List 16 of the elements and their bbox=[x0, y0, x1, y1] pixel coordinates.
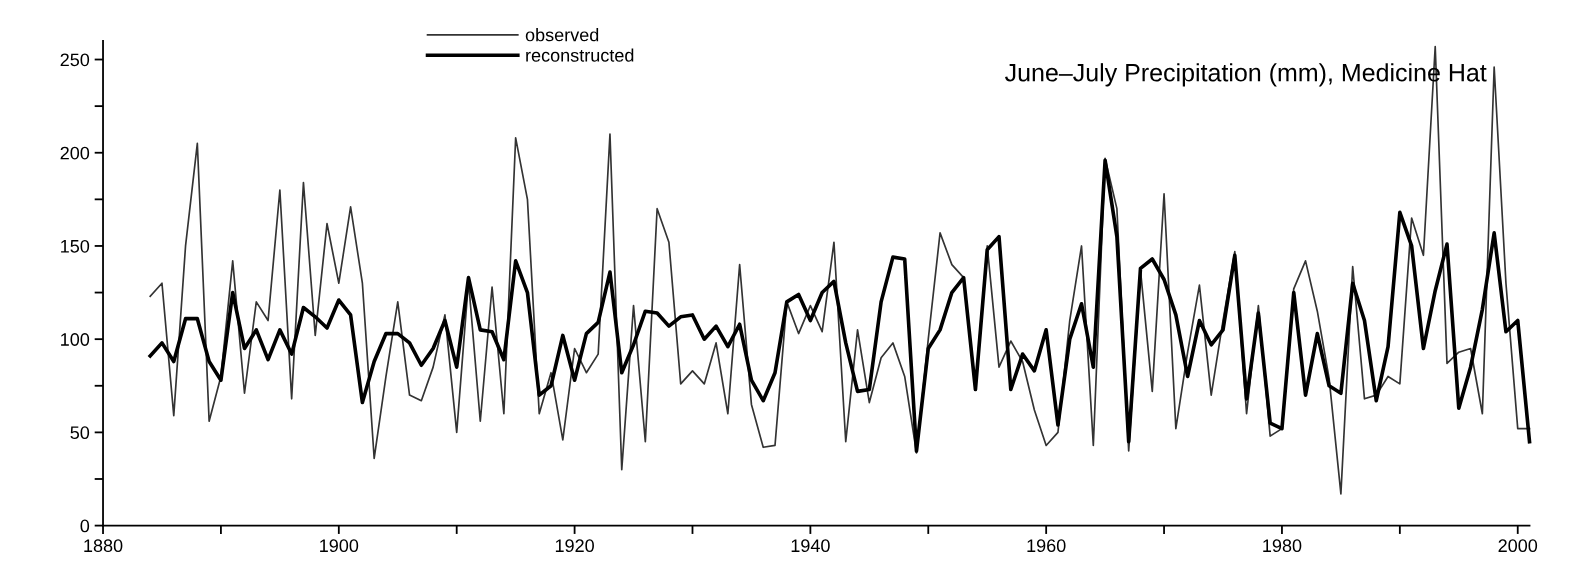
x-tick-label: 1980 bbox=[1263, 539, 1302, 553]
y-tick-label: 0 bbox=[80, 519, 90, 533]
y-tick-label: 100 bbox=[61, 333, 90, 346]
line-series bbox=[148, 158, 1532, 453]
legend-label: reconstructed bbox=[526, 48, 634, 62]
y-tick-label: 200 bbox=[60, 146, 90, 160]
x-tick-label: 2000 bbox=[1498, 539, 1538, 553]
legend-label: observed bbox=[525, 28, 599, 42]
x-tick-label: 1880 bbox=[84, 539, 123, 553]
x-tick-label: 1900 bbox=[320, 539, 359, 553]
x-tick-label: 1940 bbox=[791, 539, 830, 553]
y-tick-label: 150 bbox=[61, 239, 90, 253]
x-tick-label: 1960 bbox=[1027, 539, 1066, 553]
y-tick-label: 50 bbox=[70, 426, 90, 440]
y-tick-label: 250 bbox=[60, 53, 90, 67]
x-tick-label: 1920 bbox=[555, 539, 594, 553]
